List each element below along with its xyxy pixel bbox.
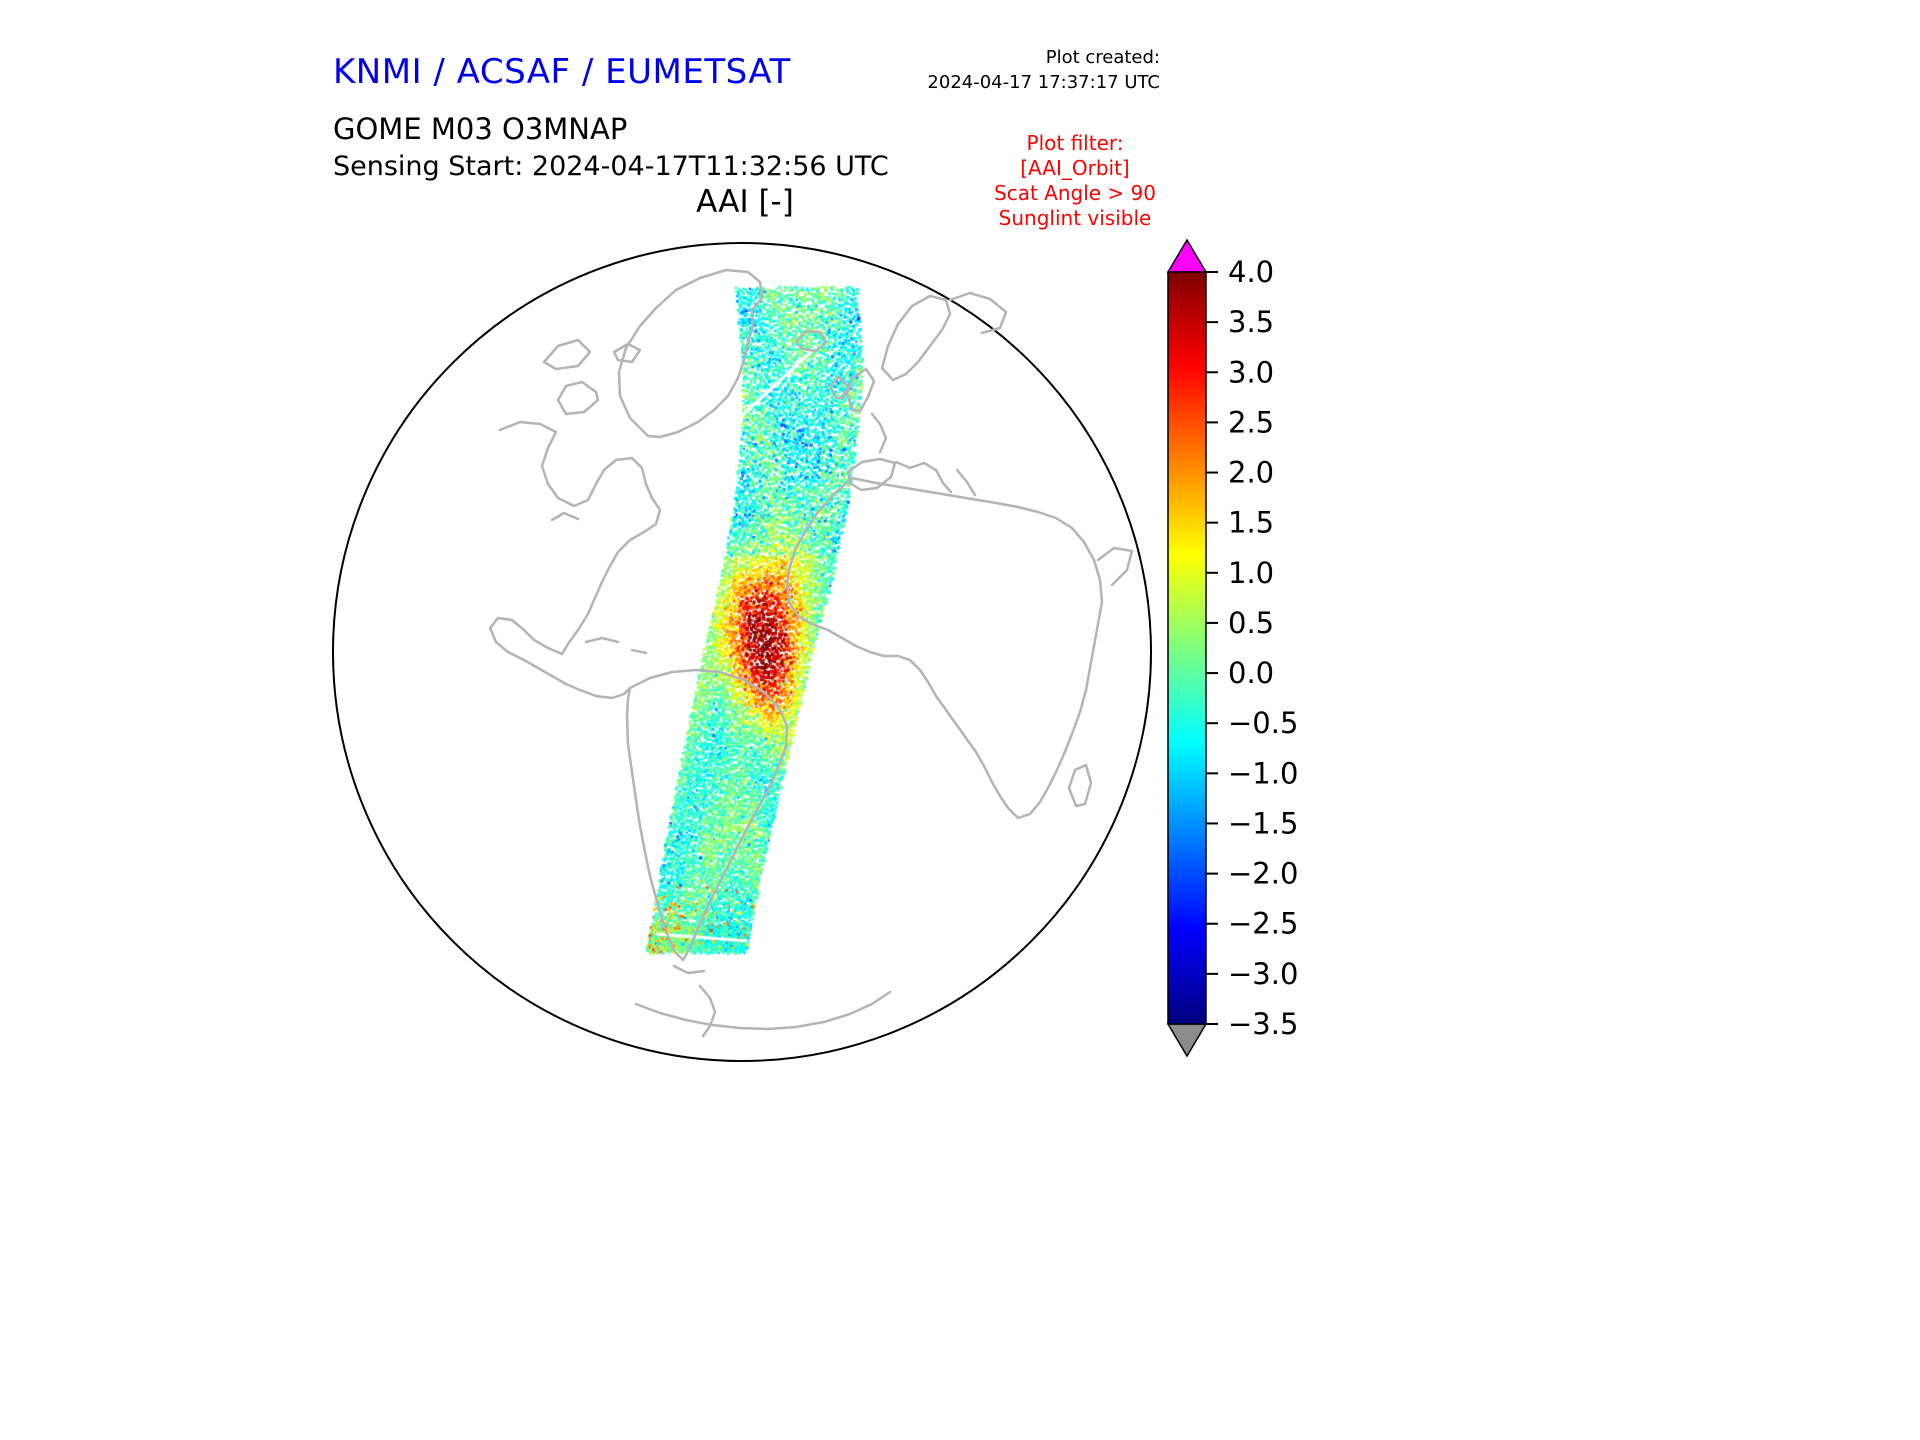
sensing-start: Sensing Start: 2024-04-17T11:32:56 UTC [333,151,889,182]
plot-filter-line: Sunglint visible [998,206,1152,230]
colorbar-tick-label: −0.5 [1228,706,1298,740]
colorbar-tick-label: 3.5 [1228,305,1274,339]
plot-created-value: 2024-04-17 17:37:17 UTC [927,72,1160,93]
brand-title: KNMI / ACSAF / EUMETSAT [333,52,791,92]
plot-filter-line: Plot filter: [1026,131,1124,155]
colorbar: 4.0 3.5 3.0 2.5 2.0 1.5 1.0 0.5 0.0 −0.5 −1.0 −1.5 −… [1150,215,1350,1099]
colorbar-tick-label: 3.0 [1228,355,1274,389]
colorbar-tick-label: 2.5 [1228,405,1274,439]
colorbar-tick-label: 1.0 [1228,556,1274,590]
colorbar-over-arrow [1166,238,1208,273]
plot-created: Plot created: 2024-04-17 17:37:17 UTC [840,45,1160,95]
plot-created-label: Plot created: [1045,47,1160,68]
colorbar-tick-label: −3.0 [1228,957,1298,991]
plot-title: AAI [-] [696,184,794,220]
colorbar-gradient [1167,271,1207,1025]
colorbar-tick-label: −1.0 [1228,756,1298,790]
colorbar-under-arrow [1166,1023,1208,1058]
colorbar-tick-label: 4.0 [1228,255,1274,289]
colorbar-tick-label: 2.0 [1228,456,1274,490]
colorbar-tick-label: 0.0 [1228,656,1274,690]
plot-filter-line: [AAI_Orbit] [1020,156,1130,180]
colorbar-tick-label: 0.5 [1228,606,1274,640]
colorbar-tick-label: −3.5 [1228,1007,1298,1041]
colorbar-tick-label: 1.5 [1228,506,1274,540]
product-title: GOME M03 O3MNAP [333,112,628,146]
plot-filter-line: Scat Angle > 90 [994,181,1156,205]
colorbar-svg: 4.0 3.5 3.0 2.5 2.0 1.5 1.0 0.5 0.0 −0.5 −1.0 −1.5 −… [1166,238,1298,1058]
colorbar-tick-label: −2.0 [1228,857,1298,891]
plot-filter: Plot filter: [AAI_Orbit] Scat Angle > 90 Su… [985,131,1165,231]
colorbar-tick-label: −1.5 [1228,806,1298,840]
colorbar-tick-label: −2.5 [1228,907,1298,941]
